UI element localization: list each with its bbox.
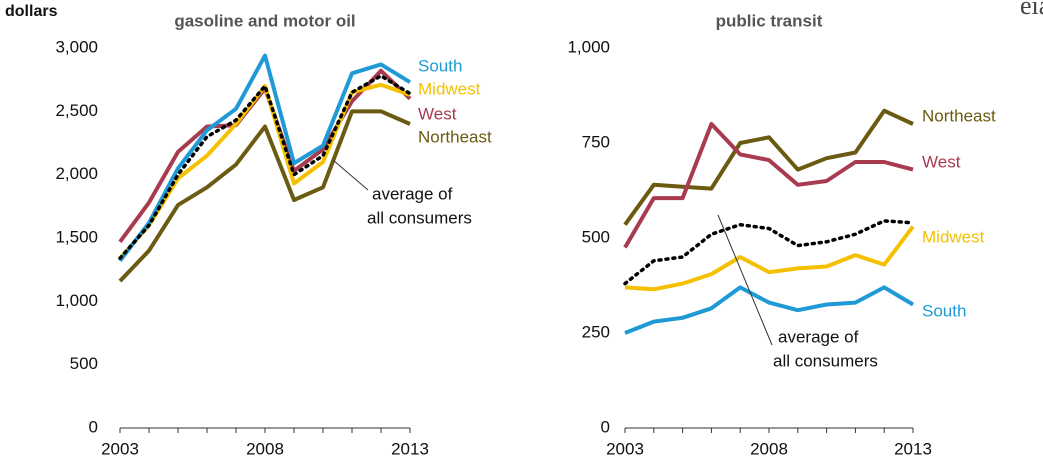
series-line [624, 225, 915, 292]
y-tick-label: 0 [601, 417, 610, 436]
series-line [623, 219, 915, 286]
y-tick-label: 1,000 [55, 291, 98, 310]
y-tick-label: 250 [582, 322, 610, 341]
panel-title: gasoline and motor oil [174, 11, 355, 30]
series-label: Midwest [922, 227, 985, 246]
series-line [118, 109, 411, 283]
annotation: all consumers [773, 351, 878, 370]
x-tick-label: 2013 [894, 439, 932, 458]
panel-title: public transit [716, 11, 823, 30]
y-tick-label: 3,000 [55, 37, 98, 56]
y-tick-label: 500 [582, 227, 610, 246]
series-line [623, 122, 914, 249]
y-tick-label: 500 [70, 354, 98, 373]
x-tick-label: 2008 [750, 439, 788, 458]
series-label: West [418, 104, 457, 123]
y-tick-label: 1,000 [567, 37, 610, 56]
y-axis-label: dollars [5, 3, 58, 20]
x-tick-label: 2013 [391, 439, 429, 458]
series-label: West [922, 152, 961, 171]
series-label: Midwest [418, 79, 481, 98]
x-tick-label: 2003 [606, 439, 644, 458]
series-line [118, 74, 412, 261]
series-line [118, 53, 412, 263]
logo: eia [1020, 0, 1043, 20]
y-tick-label: 750 [582, 132, 610, 151]
annotation: average of [778, 327, 859, 346]
series-line [624, 285, 915, 335]
y-tick-label: 2,000 [55, 164, 98, 183]
x-tick-label: 2008 [246, 439, 284, 458]
series-label: Northeast [418, 127, 492, 146]
x-tick-label: 2003 [101, 439, 139, 458]
annotation-leader [717, 214, 773, 346]
series-line [118, 82, 411, 260]
y-tick-label: 2,500 [55, 101, 98, 120]
annotation-leader [332, 159, 369, 191]
series-label: Northeast [922, 106, 996, 125]
annotation: average of [372, 184, 453, 203]
y-tick-label: 0 [89, 417, 98, 436]
y-tick-label: 1,500 [55, 227, 98, 246]
annotation: all consumers [367, 208, 472, 227]
series-label: South [418, 56, 462, 75]
series-line [623, 108, 914, 226]
series-label: South [922, 301, 966, 320]
